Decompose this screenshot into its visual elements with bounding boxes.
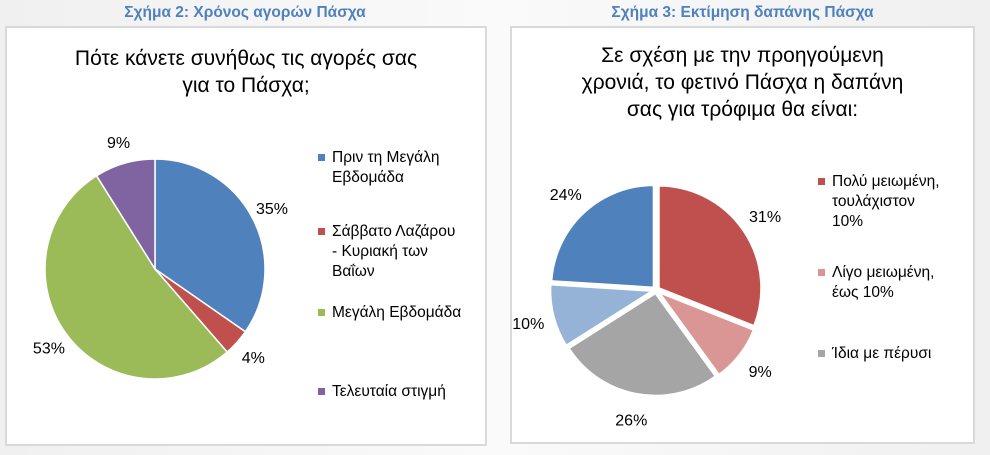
chart3-slice [566,291,718,398]
chart3-slice [548,282,658,348]
legend-label: τουλάχιστον [832,193,915,210]
legend-label: Πολύ μειωμένη, [832,173,940,190]
legend-swatch [318,388,325,395]
question-line: για το Πάσχα; [182,74,310,97]
question-line: Σε σχέση με την προηγούμενη [601,44,884,67]
legend-label: έως 10% [832,284,894,301]
chart3-data-label: 9% [749,364,772,381]
legend-item: Πολύ μειωμένη, τουλάχιστον 10% [818,172,990,232]
chart2-data-label: 35% [256,201,288,218]
legend-swatch [818,178,825,185]
legend-label: Τελευταία στιγμή [332,383,446,400]
legend-swatch [818,269,825,276]
chart2-slice [44,174,229,380]
chart2-slice [95,158,156,272]
chart2-data-label: 53% [33,341,65,358]
legend-swatch [318,309,325,316]
question-line: Πότε κάνετε συνήθως τις αγορές σας [74,47,418,70]
chart2-title: Σχήμα 2: Χρόνος αγορών Πάσχα [124,4,366,21]
legend-swatch [318,228,325,235]
legend-item: Σάββατο Λαζάρου - Κυριακή των Βαΐων [318,222,502,282]
chart2-data-label: 9% [107,135,130,152]
legend-label: 10% [832,213,864,230]
legend-label: Ίδια με πέρυσι [832,345,932,362]
chart3-question: Σε σχέση με την προηγούμενη χρονιά, το φ… [512,42,973,123]
chart2-question: Πότε κάνετε συνήθως τις αγορές σας για τ… [7,45,485,99]
legend-label: Σάββατο Λαζάρου [332,223,456,240]
chart2-data-label: 4% [242,350,265,367]
question-line: σας για τρόφιμα θα είναι: [626,98,859,121]
question-line: χρονιά, το φετινό Πάσχα η δαπάνη [581,71,904,94]
legend-item: Ίδια με πέρυσι [818,344,990,364]
chart3-data-label: 10% [512,316,544,333]
chart2-slice [154,158,266,333]
legend-item: Τελευταία στιγμή [318,382,502,402]
legend-label: Λίγο μειωμένη, [832,264,935,281]
legend-item: Λίγο μειωμένη, έως 10% [818,263,990,303]
legend-label: Μεγάλη Εβδομάδα [332,304,462,321]
legend-label: Βαΐων [332,263,375,280]
chart3-data-label: 24% [550,187,582,204]
chart3-slice [654,289,756,377]
legend-item: Μεγάλη Εβδομάδα [318,303,502,323]
chart3-data-label: 31% [749,209,781,226]
legend-label: Πριν τη Μεγάλη [332,149,440,166]
legend-swatch [818,350,825,357]
chart3-title: Σχήμα 3: Εκτίμηση δαπάνης Πάσχα [611,4,874,21]
legend-item: Πριν τη Μεγάλη Εβδομάδα [318,148,502,188]
legend-swatch [318,154,325,161]
chart3-slice [549,183,656,290]
legend-label: - Κυριακή των [332,243,428,260]
chart3-data-label: 26% [615,413,647,430]
chart3-slice [657,184,763,328]
legend-label: Εβδομάδα [332,169,404,186]
